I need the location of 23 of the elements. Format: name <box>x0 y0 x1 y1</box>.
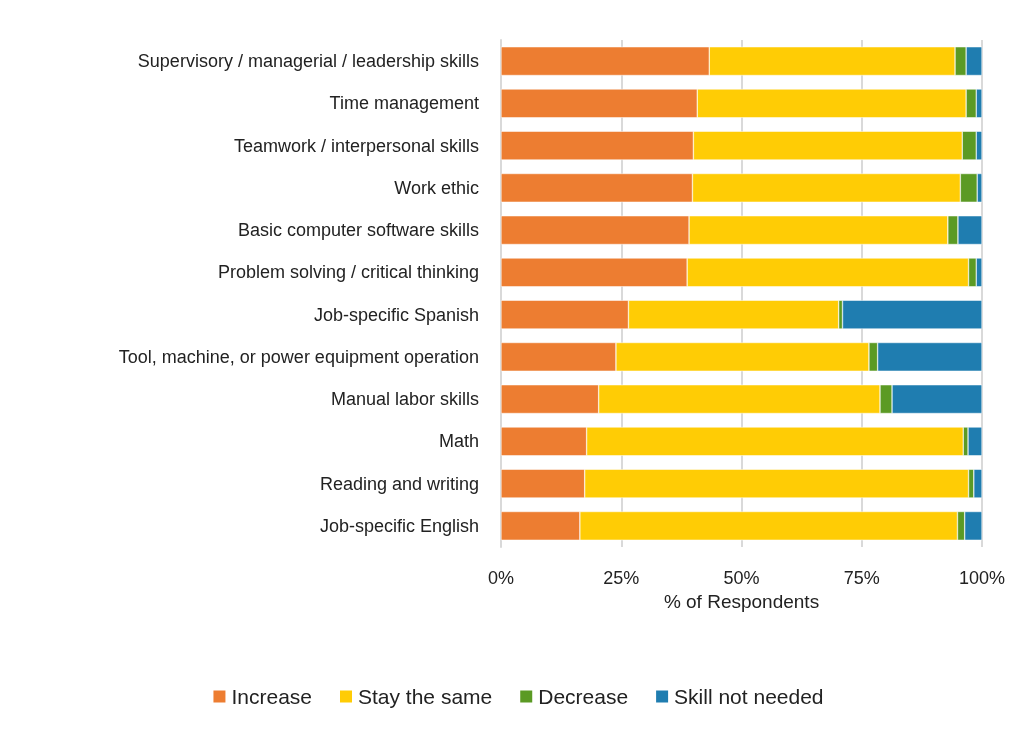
x-tick-label: 50% <box>723 568 760 588</box>
y-tick-label: Manual labor skills <box>330 389 479 410</box>
x-axis-title: % of Respondents <box>663 590 820 612</box>
y-tick-label: Basic computer software skills <box>237 220 479 241</box>
x-tick-label: 0% <box>487 568 515 588</box>
y-tick-label: Work ethic <box>394 177 479 198</box>
y-tick-label: Math <box>438 431 479 452</box>
legend-label: Decrease <box>538 685 629 708</box>
y-tick-label: Reading and writing <box>319 473 479 494</box>
legend-label: Skill not needed <box>674 685 824 708</box>
y-tick-label: Problem solving / critical thinking <box>217 262 479 283</box>
bar <box>842 300 982 329</box>
y-tick-label: Tool, machine, or power equipment operation <box>118 346 479 367</box>
x-tick-label: 25% <box>603 568 640 588</box>
legend-label: Stay the same <box>358 685 493 708</box>
x-tick-label: 75% <box>843 568 880 588</box>
y-tick-label: Supervisory / managerial / leadership skills <box>137 51 479 72</box>
x-tick-label: 100% <box>958 568 1006 588</box>
y-tick-label: Job-specific English <box>319 515 479 536</box>
legend-label: Increase <box>231 685 312 708</box>
y-tick-label: Time management <box>329 93 479 114</box>
y-tick-label: Teamwork / interpersonal skills <box>233 135 479 156</box>
y-tick-label: Job-specific Spanish <box>313 304 479 325</box>
